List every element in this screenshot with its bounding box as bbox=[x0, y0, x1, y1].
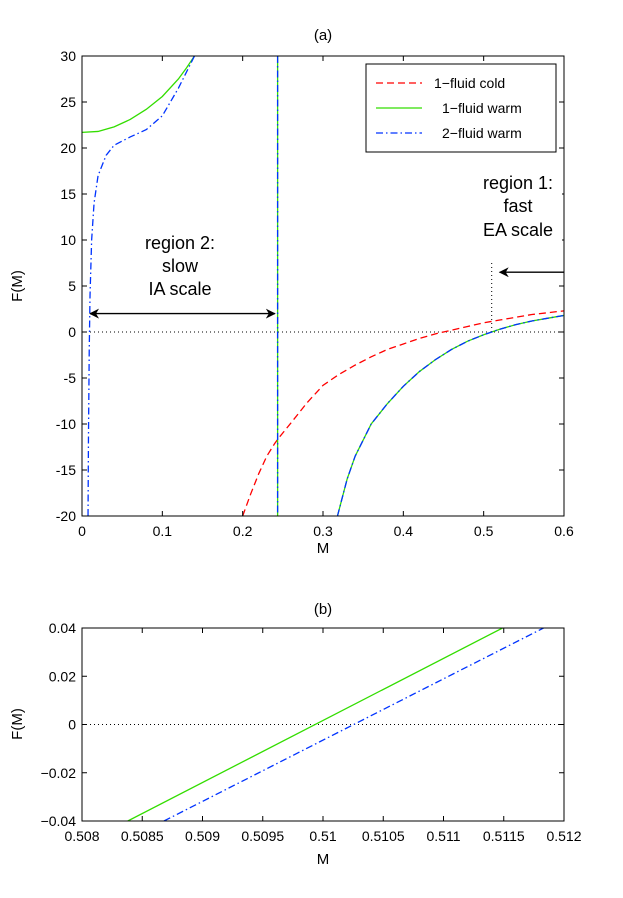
panel-b-x-tick-label: 0.5095 bbox=[241, 828, 284, 844]
panel-b-x-tick-label: 0.5115 bbox=[483, 828, 525, 844]
panel-a-y-tick-label: -5 bbox=[64, 370, 77, 386]
annotation-region-1-line-2: fast bbox=[503, 196, 532, 216]
legend-label-1-fluid-cold: 1−fluid cold bbox=[434, 75, 505, 91]
panel-a-y-tick-label: -20 bbox=[56, 508, 76, 524]
panel-b-x-tick-label: 0.511 bbox=[427, 828, 461, 844]
panel-b-y-tick-label: 0 bbox=[68, 717, 76, 733]
panel-a-y-tick-label: 30 bbox=[60, 48, 76, 64]
panel-a-series-1-fluid-warm-segment-3 bbox=[336, 314, 564, 516]
panel-b-x-tick-label: 0.508 bbox=[64, 828, 99, 844]
panel-a-x-axis-label: M bbox=[317, 540, 330, 557]
panel-a-y-tick-label: 0 bbox=[68, 324, 76, 340]
panel-a-y-tick-label: 5 bbox=[68, 278, 76, 294]
panel-b-y-axis-label: F(M) bbox=[9, 708, 26, 740]
legend-label-1-fluid-warm: 1−fluid warm bbox=[442, 100, 522, 116]
panel-a-series-2-fluid-warm-segment-3 bbox=[336, 314, 564, 516]
annotation-region-2-line-3: IA scale bbox=[148, 279, 211, 299]
panel-b-y-tick-label: 0.04 bbox=[49, 620, 76, 636]
panel-b-plot-frame bbox=[81, 627, 565, 822]
panel-a-y-tick-label: 25 bbox=[60, 94, 76, 110]
panel-a-y-tick-label: 15 bbox=[60, 186, 76, 202]
annotation-region-1-background bbox=[470, 166, 562, 244]
panel-b-x-tick-label: 0.5085 bbox=[121, 828, 164, 844]
panel-b-y-tick-label: −0.04 bbox=[41, 813, 77, 829]
panel-a-x-tick-label: 0.5 bbox=[474, 523, 494, 539]
panel-a-series-2-fluid-warm-segment-1 bbox=[87, 56, 196, 516]
panel-a-y-axis-label: F(M) bbox=[9, 270, 26, 302]
panel-a-series-1-fluid-warm-segment-1 bbox=[82, 56, 196, 134]
panel-a-y-tick-label: 10 bbox=[60, 232, 76, 248]
panel-b-x-tick-label: 0.512 bbox=[546, 828, 581, 844]
panel-a-x-tick-label: 0.6 bbox=[554, 523, 574, 539]
panel-a-title: (a) bbox=[314, 27, 332, 44]
annotation-region-2-line-2: slow bbox=[162, 256, 199, 276]
panel-b-title: (b) bbox=[314, 601, 332, 618]
panel-b-x-tick-label: 0.5105 bbox=[362, 828, 405, 844]
panel-a-plot-frame bbox=[81, 55, 565, 517]
annotation-region-1-line-3: EA scale bbox=[483, 220, 553, 240]
annotation-region-1-line-1: region 1: bbox=[483, 173, 553, 193]
annotation-region-2: region 2: slow IA scale bbox=[89, 233, 276, 319]
panel-a-x-tick-label: 0 bbox=[78, 523, 86, 539]
annotation-region-1: region 1: fast EA scale bbox=[470, 166, 564, 278]
panel-a-y-tick-label: -10 bbox=[56, 416, 76, 432]
panel-b-series-2-fluid-warm-segment-1 bbox=[163, 628, 544, 821]
legend: 1−fluid cold 1−fluid warm 2−fluid warm bbox=[365, 63, 557, 153]
panel-b: (b) 0.508 0.5085 0.509 0.5095 0.51 0.5105 0.51… bbox=[9, 601, 582, 868]
panel-b-x-tick-label: 0.51 bbox=[309, 828, 336, 844]
panel-a-x-tick-label: 0.1 bbox=[153, 523, 173, 539]
panel-a-x-tick-label: 0.4 bbox=[394, 523, 414, 539]
panel-a-y-tick-label: 20 bbox=[60, 140, 76, 156]
panel-b-x-axis-label: M bbox=[317, 851, 330, 868]
panel-a-series-1-fluid-cold-segment-1 bbox=[242, 310, 564, 516]
panel-a-x-tick-label: 0.2 bbox=[233, 523, 253, 539]
panel-b-series-1-fluid-warm-segment-1 bbox=[127, 628, 503, 821]
panel-a-y-tick-label: -15 bbox=[56, 462, 76, 478]
panel-a-x-tick-label: 0.3 bbox=[313, 523, 333, 539]
panel-b-y-tick-label: 0.02 bbox=[49, 668, 76, 684]
annotation-region-2-line-1: region 2: bbox=[145, 233, 215, 253]
panel-b-x-tick-label: 0.509 bbox=[185, 828, 220, 844]
panel-a: (a) 0 0.1 0.2 0.3 0.4 0.5 0.6 -20 -15 -10 -5 0 5 10 15… bbox=[9, 27, 574, 557]
legend-label-2-fluid-warm: 2−fluid warm bbox=[442, 125, 522, 141]
panel-b-y-tick-label: −0.02 bbox=[41, 765, 77, 781]
